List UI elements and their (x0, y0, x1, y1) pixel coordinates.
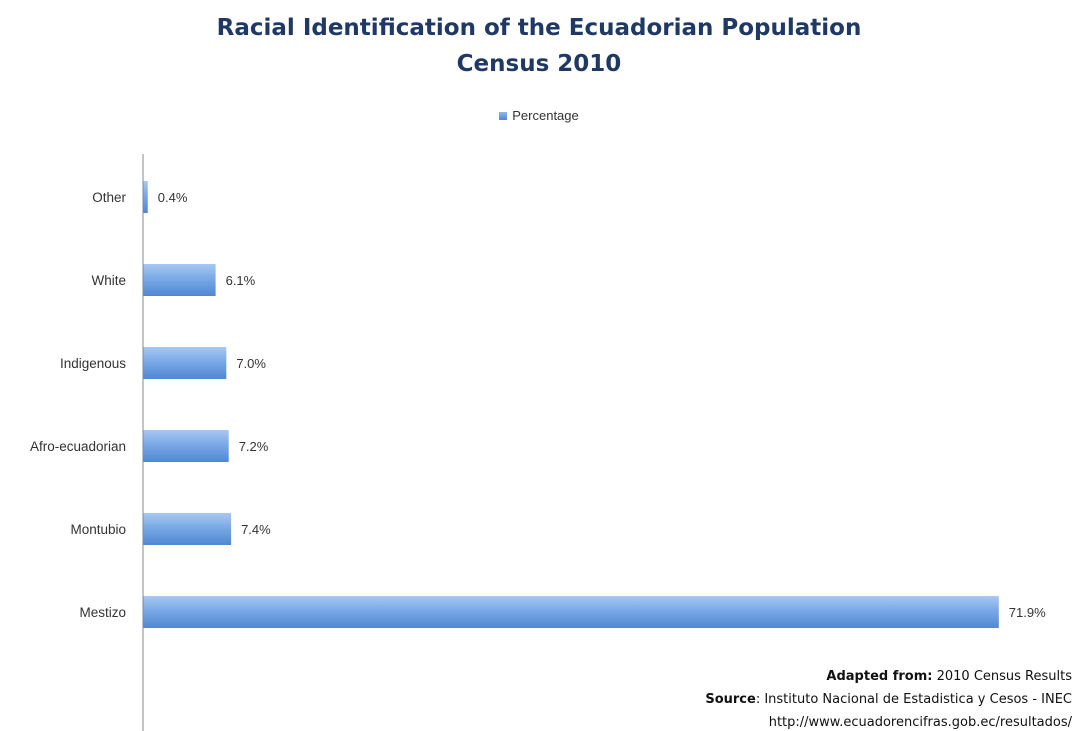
category-label: Montubio (70, 522, 126, 537)
bar (143, 181, 148, 213)
footer-url: http://www.ecuadorencifras.gob.ec/result… (768, 715, 1072, 730)
category-label: Other (92, 190, 126, 205)
bar (143, 596, 999, 628)
category-label: Afro-ecuadorian (30, 439, 126, 454)
chart-title: Racial Identification of the Ecuadorian … (216, 15, 862, 41)
footer-source-label: Source (705, 692, 756, 707)
footer-adapted: Adapted from: 2010 Census Results (826, 669, 1072, 684)
category-label: White (91, 273, 126, 288)
data-label: 6.1% (226, 273, 256, 288)
category-label: Indigenous (60, 356, 126, 371)
bars-group: Other 0.4% White 6.1% Indigenous 7.0% Afro-ecu… (30, 181, 1046, 628)
data-label: 7.2% (239, 439, 269, 454)
data-label: 7.4% (241, 522, 271, 537)
chart-subtitle: Census 2010 (456, 51, 622, 77)
bar (143, 264, 216, 296)
chart-legend: Percentage (0, 108, 1078, 123)
footer-source: Source: Instituto Nacional de Estadistic… (705, 692, 1072, 707)
footer-source-value: : Instituto Nacional de Estadistica y Ce… (755, 692, 1072, 707)
data-label: 71.9% (1009, 605, 1046, 620)
legend-swatch (499, 111, 508, 120)
legend-label: Percentage (512, 108, 579, 123)
bar (143, 347, 227, 379)
bar (143, 513, 232, 545)
data-label: 7.0% (236, 356, 266, 371)
data-label: 0.4% (158, 190, 188, 205)
category-label: Mestizo (79, 605, 126, 620)
footer-adapted-value: 2010 Census Results (936, 669, 1072, 684)
bar (143, 430, 229, 462)
footer-adapted-label: Adapted from: (826, 669, 933, 684)
